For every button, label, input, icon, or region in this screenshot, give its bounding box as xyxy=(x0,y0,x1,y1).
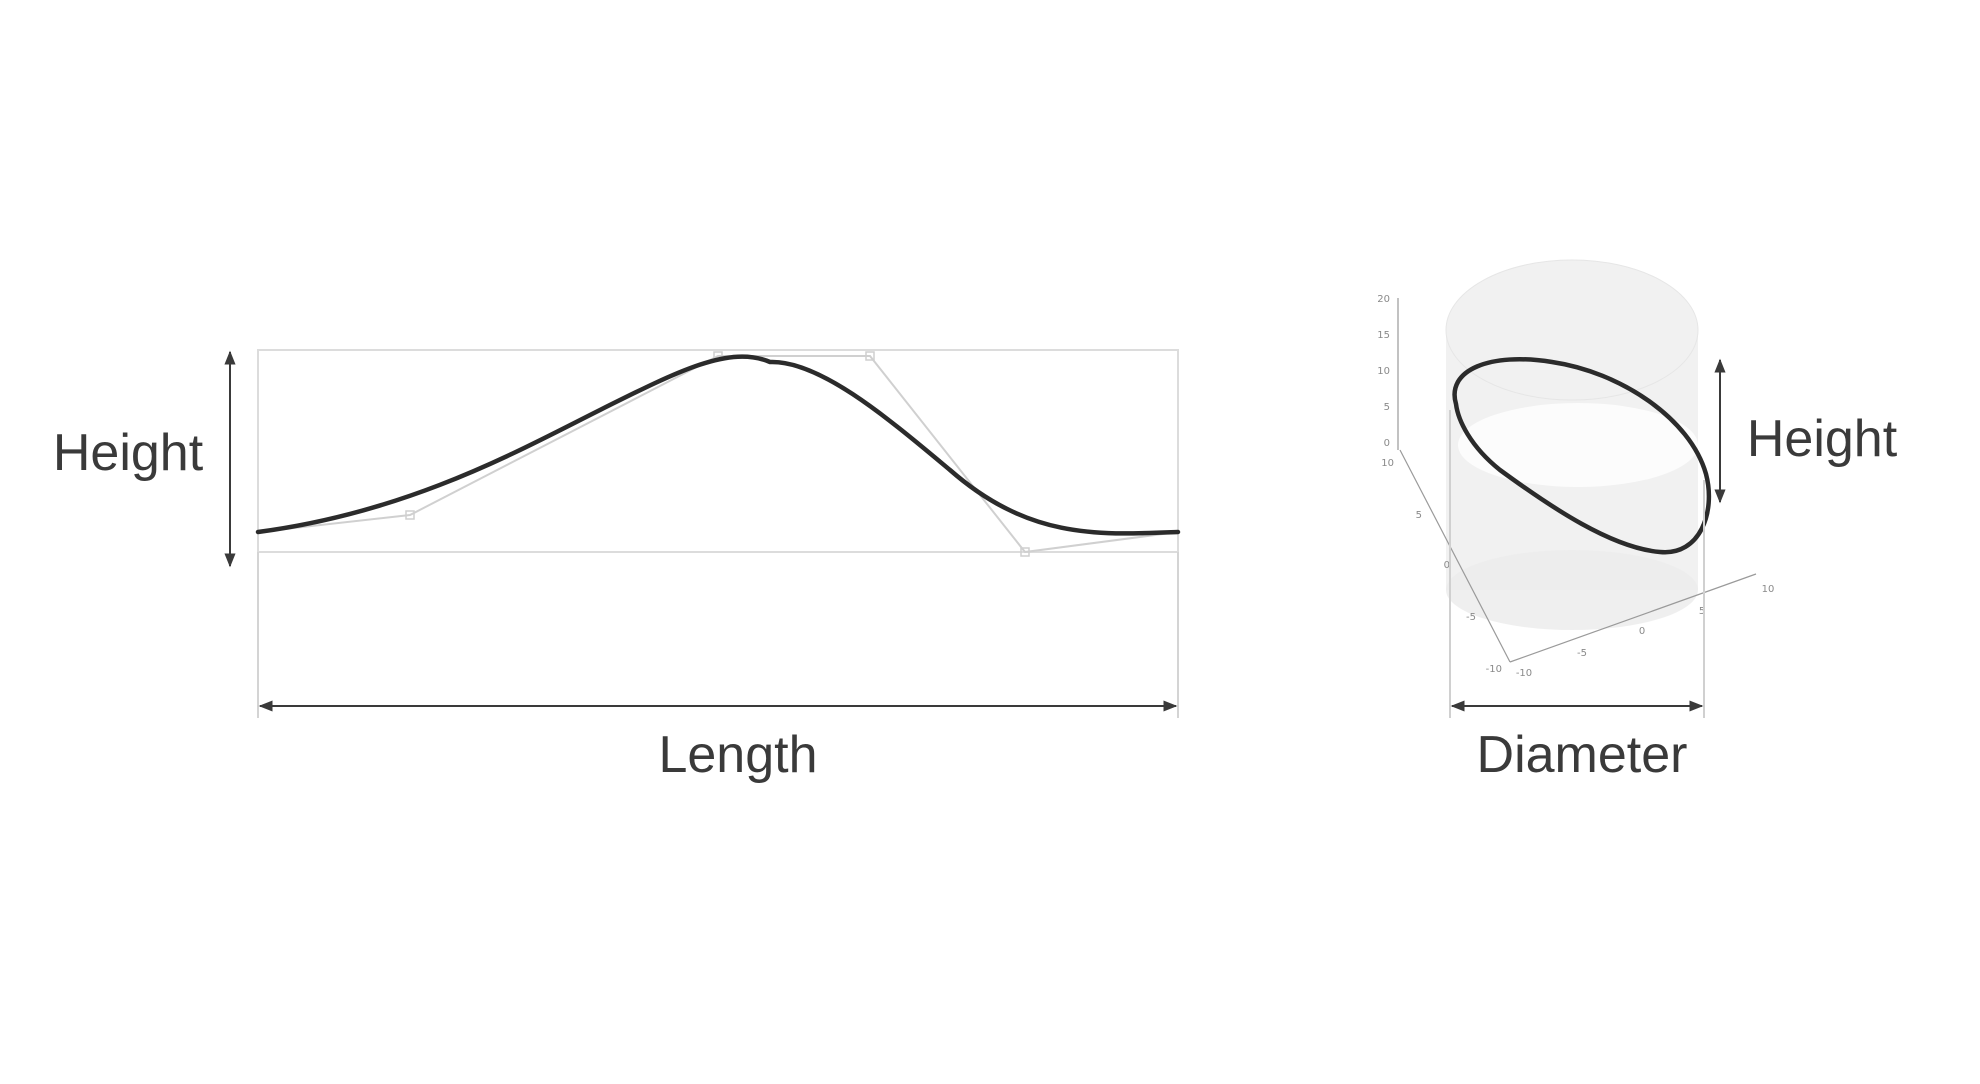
profile-bounding-frame xyxy=(257,349,1179,553)
z-tick-label: 10 xyxy=(1377,366,1390,377)
control-polygon xyxy=(257,355,1179,554)
control-point xyxy=(1020,547,1030,557)
x-axis-ticks: -10 -5 0 5 10 xyxy=(1516,584,1775,679)
cylinder-diagram: 20 15 10 5 0 10 5 0 -5 -10 -10 -5 0 5 10 xyxy=(1377,259,1898,784)
cylinder-height-label: Height xyxy=(1747,410,1898,468)
length-label: Length xyxy=(658,726,817,784)
x-tick-label: 10 xyxy=(1762,584,1775,595)
z-tick-label: 20 xyxy=(1377,294,1390,305)
z-tick-label: 5 xyxy=(1384,402,1390,413)
x-tick-label: 5 xyxy=(1699,606,1705,617)
z-tick-label: 15 xyxy=(1377,330,1390,341)
x-tick-label: -5 xyxy=(1577,648,1587,659)
z-tick-label: 0 xyxy=(1384,438,1390,449)
cylinder-bottom xyxy=(1446,550,1698,630)
x-tick-label: -10 xyxy=(1516,668,1532,679)
y-axis-ticks: 10 5 0 -5 -10 xyxy=(1381,458,1502,675)
y-tick-label: -10 xyxy=(1486,664,1502,675)
control-point xyxy=(405,510,415,520)
flat-profile-diagram: Height Length xyxy=(53,349,1181,784)
y-tick-label: 0 xyxy=(1444,560,1450,571)
cylinder-inner-ring xyxy=(1458,403,1698,487)
cylinder-top xyxy=(1445,259,1699,401)
diameter-label: Diameter xyxy=(1477,726,1688,784)
y-tick-label: -5 xyxy=(1466,612,1476,623)
x-axis xyxy=(1509,573,1757,663)
control-point xyxy=(865,351,875,361)
y-tick-label: 10 xyxy=(1381,458,1394,469)
z-axis-ticks: 20 15 10 5 0 xyxy=(1377,294,1390,449)
profile-curve xyxy=(255,354,1181,536)
cylinder-curve xyxy=(1452,357,1712,555)
x-tick-label: 0 xyxy=(1639,626,1645,637)
y-axis xyxy=(1399,449,1511,663)
y-tick-label: 5 xyxy=(1416,510,1422,521)
height-label: Height xyxy=(53,424,204,482)
